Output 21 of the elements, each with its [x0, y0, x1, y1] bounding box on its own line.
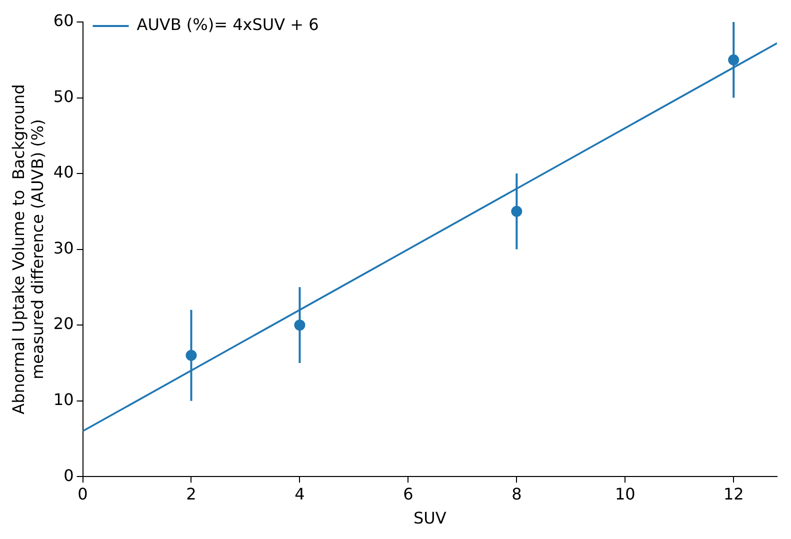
y-axis-title: Abnormal Uptake Volume to Background measured difference (AUVB) (%): [8, 84, 47, 414]
x-tick-label: 8: [512, 484, 522, 504]
x-tick-label: 10: [614, 484, 636, 504]
x-tick-label: 0: [78, 484, 88, 504]
point: [728, 54, 740, 66]
point: [186, 350, 197, 361]
x-tick-label: 12: [723, 484, 744, 504]
x-tick-label: 4: [294, 484, 305, 504]
y-tick-label: 60: [53, 11, 74, 30]
y-tick-label: 0: [64, 466, 74, 485]
point: [511, 206, 522, 217]
legend-label: AUVB (%)= 4xSUV + 6: [136, 15, 319, 34]
x-axis-title: SUV: [413, 508, 446, 528]
y-tick-label: 10: [53, 390, 74, 409]
point: [294, 320, 306, 331]
y-tick-label: 50: [53, 86, 74, 106]
y-tick-label: 40: [53, 162, 74, 182]
x-tick-label: 6: [403, 484, 414, 504]
x-tick-label: 2: [186, 484, 196, 504]
y-tick-label: 20: [53, 314, 74, 334]
y-tick-label: 30: [53, 238, 74, 258]
